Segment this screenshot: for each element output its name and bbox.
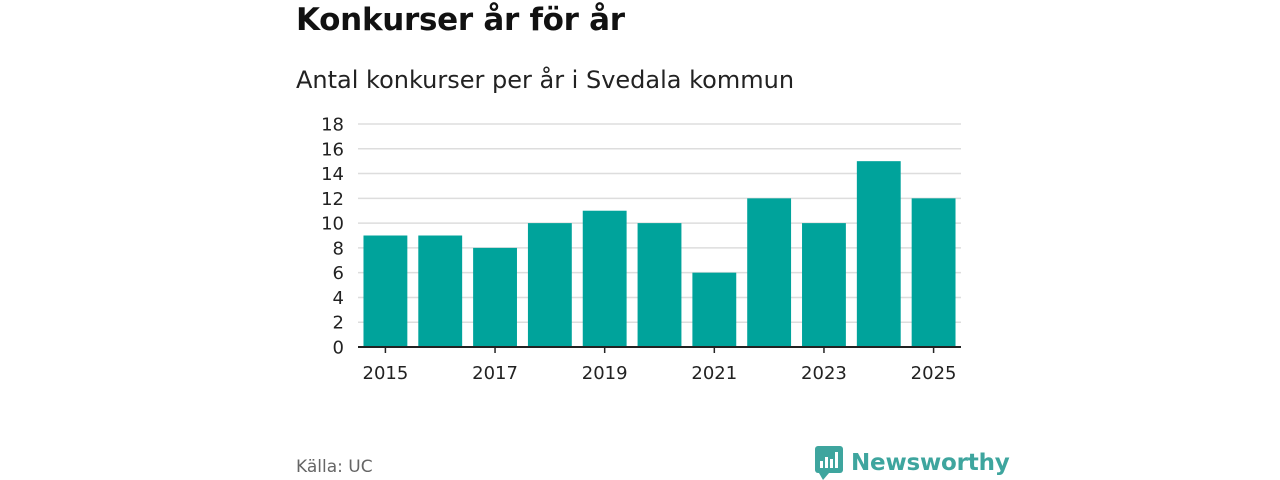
axes: 0 2 4 6 8 10 12 14 16 18 2015 2017 2019 2021 2023 2025 [321,115,961,384]
x-tick-label: 2023 [801,363,847,384]
chart-subtitle: Antal konkurser per år i Svedala kommun [296,66,795,94]
bar-2023 [802,223,846,347]
y-tick-label: 14 [321,164,344,185]
y-tick-label: 18 [321,115,344,136]
bar-2019 [582,210,627,347]
newsworthy-logo-icon [815,446,843,480]
bars [363,161,956,347]
chart-title: Konkurser år för år [296,2,625,38]
y-tick-label: 4 [333,288,344,309]
bar-2022 [747,198,792,347]
x-tick-label: 2025 [911,363,957,384]
brand-name: Newsworthy [851,450,1010,476]
bar-2020 [637,223,682,347]
bar-2025 [911,198,956,347]
x-tick-label: 2015 [363,363,409,384]
x-tick-label: 2017 [472,363,518,384]
y-tick-label: 10 [321,214,344,235]
y-tick-label: 16 [321,139,344,160]
x-tick-label: 2021 [691,363,737,384]
y-tick-label: 6 [333,263,344,284]
bar-2018 [527,223,572,347]
x-tick-label: 2019 [582,363,628,384]
bar-2016 [418,235,463,347]
newsworthy-logo: Newsworthy [815,446,1010,480]
bar-2024 [856,161,901,347]
bar-chart: 0 2 4 6 8 10 12 14 16 18 2015 2017 2019 2021 2023 2025 [321,115,961,384]
bar-2015 [363,235,408,347]
bar-2021 [692,272,737,347]
y-tick-label: 8 [333,238,344,259]
y-tick-label: 2 [333,313,344,334]
y-tick-label: 12 [321,189,344,210]
y-tick-label: 0 [333,338,344,359]
source-note: Källa: UC [296,457,373,477]
bar-2017 [473,247,517,347]
